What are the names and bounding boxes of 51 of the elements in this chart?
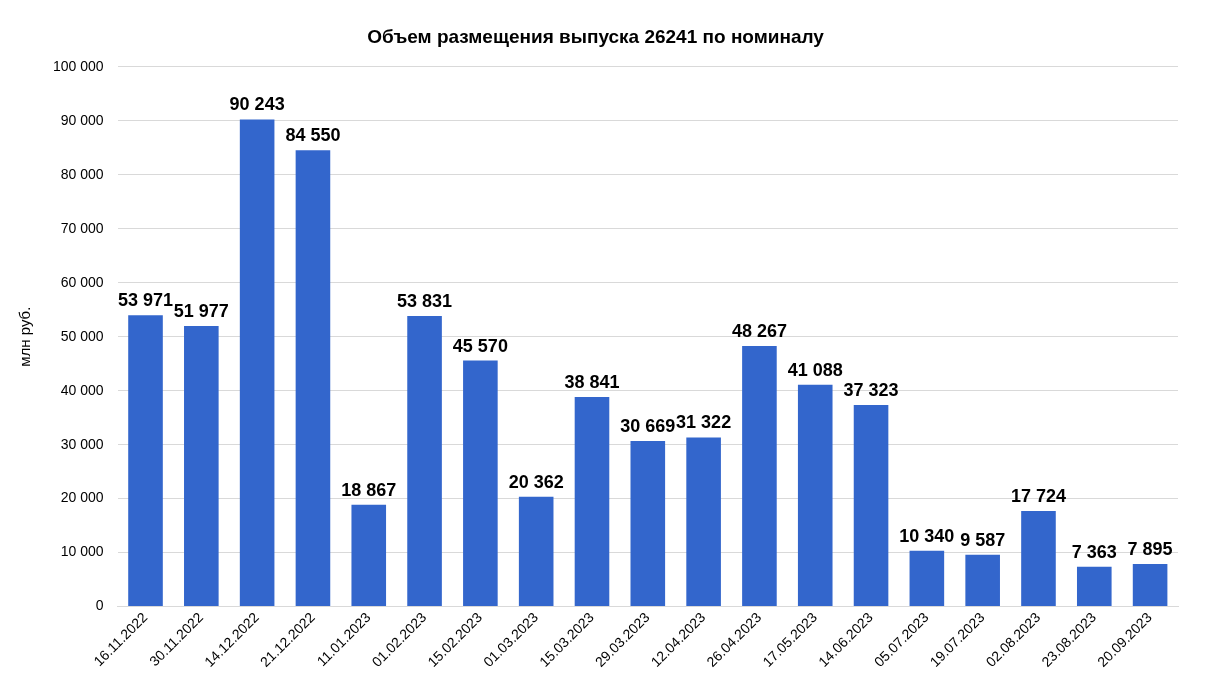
data-label: 17 724: [1010, 485, 1067, 506]
bar: [1132, 563, 1168, 607]
data-label: 51 977: [173, 300, 229, 321]
bar: [463, 360, 498, 607]
bar: [351, 504, 387, 607]
y-tick-label: 90 000: [60, 111, 104, 128]
data-label: 48 267: [731, 321, 787, 342]
y-tick-label: 50 000: [60, 327, 104, 344]
y-tick-label: 10 000: [60, 543, 104, 560]
data-label: 45 570: [452, 335, 508, 356]
data-label: 37 323: [843, 380, 899, 401]
y-tick-label: 40 000: [60, 381, 104, 398]
data-label: 30 669: [620, 416, 676, 436]
bar: [128, 315, 163, 607]
bar: [630, 441, 666, 607]
data-label: 7 363: [1071, 541, 1117, 562]
data-label: 53 971: [117, 290, 174, 311]
data-label: 18 867: [341, 479, 397, 500]
data-label: 41 088: [787, 359, 843, 380]
bar: [574, 396, 610, 607]
data-label: 53 831: [397, 290, 453, 311]
y-tick-label: 60 000: [60, 273, 104, 290]
bar: [407, 316, 442, 607]
bar: [686, 437, 721, 607]
data-label: 9 587: [960, 529, 1006, 550]
bar: [518, 496, 554, 607]
bar: [239, 119, 275, 607]
data-label: 31 322: [676, 412, 732, 433]
bar: [965, 554, 1000, 607]
data-label: 90 243: [229, 94, 285, 115]
y-tick-label: 30 000: [60, 435, 104, 452]
bar: [853, 405, 889, 607]
bar: [295, 150, 331, 607]
y-axis-title: млн руб.: [16, 306, 34, 367]
data-label: 84 550: [285, 125, 341, 146]
bar: [742, 346, 777, 607]
bar: [909, 550, 945, 607]
y-tick-label: 100 000: [53, 57, 104, 74]
bar: [797, 384, 833, 607]
bar: [1076, 566, 1112, 607]
data-label: 10 340: [899, 525, 955, 546]
y-tick-label: 20 000: [60, 489, 104, 506]
data-label: 20 362: [508, 471, 564, 492]
y-tick-label: 70 000: [60, 219, 104, 236]
y-tick-label: 80 000: [60, 165, 104, 182]
bar: [184, 326, 219, 607]
data-label: 38 841: [564, 371, 620, 392]
y-tick-label: 0: [95, 597, 104, 614]
chart-title: Объем размещения выпуска 26241 по номиналу: [367, 25, 825, 47]
bar: [1021, 510, 1056, 607]
data-label: 7 895: [1127, 538, 1173, 559]
